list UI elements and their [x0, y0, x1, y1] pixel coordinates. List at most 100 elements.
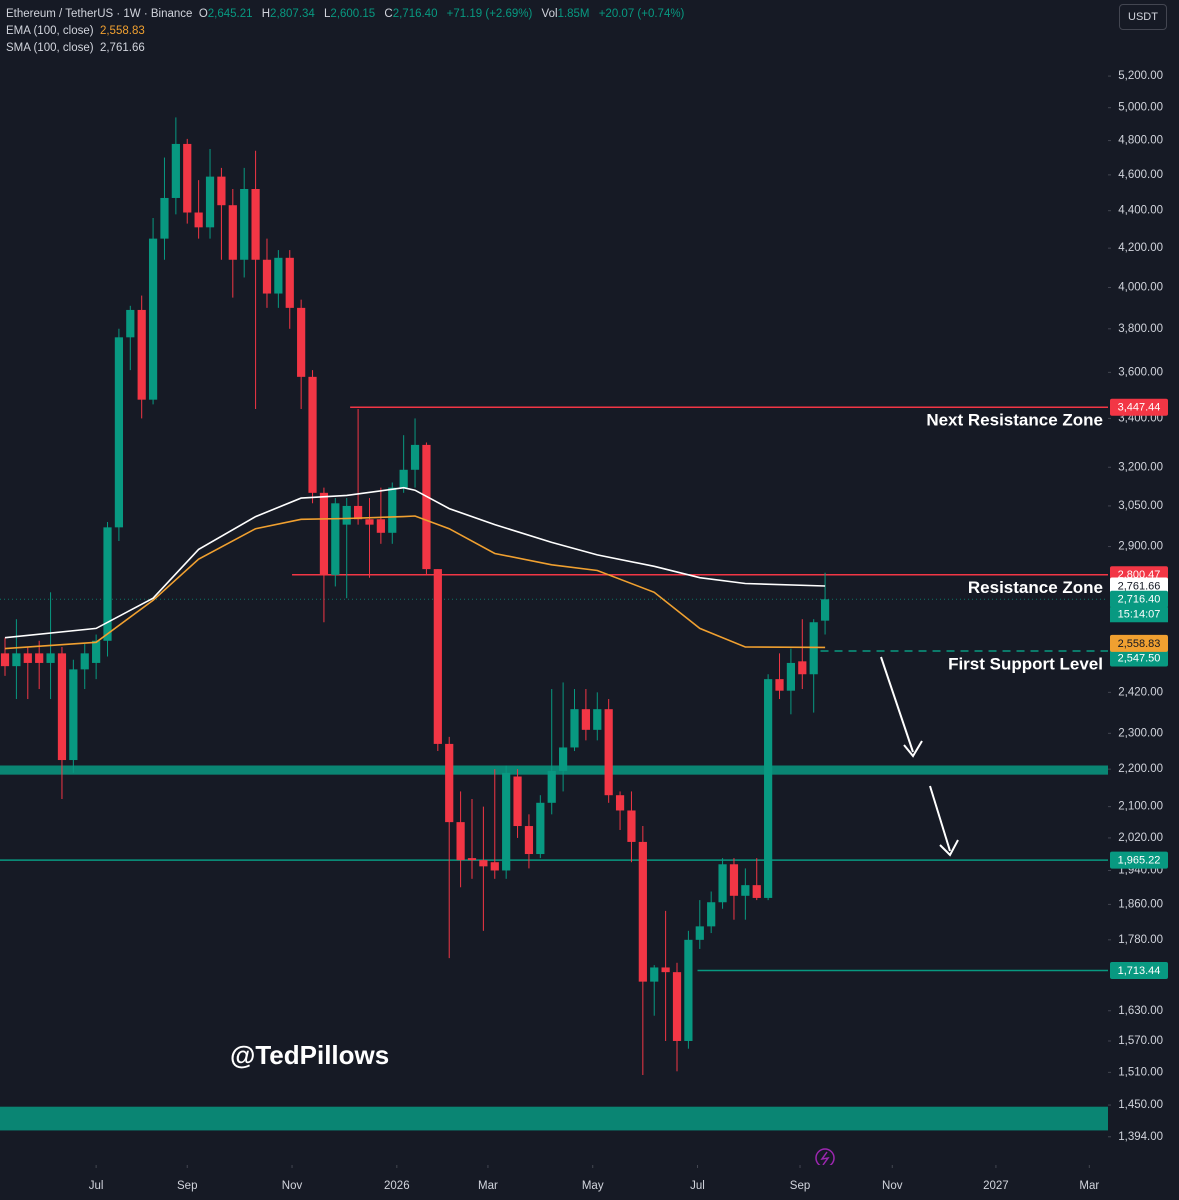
- candle-body: [171, 143, 180, 198]
- price-badge: [1110, 962, 1168, 980]
- x-tick-label: 2026: [384, 1180, 410, 1192]
- arrow: [929, 785, 951, 852]
- candle-body: [240, 189, 249, 260]
- candle-body: [217, 176, 226, 206]
- y-tick-label: 1,510.00: [1118, 1066, 1163, 1078]
- indicator-legend: SMA (100, close) 2,761.66: [6, 42, 145, 54]
- y-tick-label: 2,900.00: [1118, 541, 1163, 553]
- candle-body: [274, 257, 283, 294]
- candle-body: [741, 885, 750, 896]
- price-badge-label: 2,761.66: [1118, 580, 1161, 592]
- candle-body: [456, 822, 465, 861]
- y-tick-label: 2,020.00: [1118, 832, 1163, 844]
- candle-body: [752, 885, 761, 898]
- candle-body: [183, 143, 192, 213]
- candle-body: [547, 770, 556, 803]
- price-badge: [1110, 590, 1168, 608]
- candle-body: [684, 939, 693, 1041]
- currency-button[interactable]: USDT: [1119, 4, 1167, 30]
- candle-body: [228, 205, 237, 260]
- y-tick-label: 2,420.00: [1118, 686, 1163, 698]
- candle-body: [114, 337, 124, 528]
- candle-body: [559, 747, 568, 771]
- x-tick-label: Jul: [690, 1180, 705, 1192]
- y-tick-label: 3,600.00: [1118, 366, 1163, 378]
- legend-value: 2,807.34: [270, 8, 315, 20]
- y-tick-label: 4,200.00: [1118, 242, 1163, 254]
- candle-body: [581, 709, 590, 730]
- legend-key: L: [324, 8, 331, 20]
- annotations: @TedPillows Next Resistance Zone Resistan…: [230, 411, 1103, 1168]
- candle-body: [12, 653, 21, 667]
- candle-body: [365, 519, 374, 525]
- candle-body: [809, 622, 818, 675]
- symbol-legend: Ethereum / TetherUS · 1W · Binance O2,64…: [6, 8, 690, 20]
- price-badge: [1110, 577, 1168, 595]
- candle-body: [0, 653, 10, 667]
- candle-body: [297, 307, 306, 377]
- candle-body: [707, 902, 716, 927]
- candle-body: [331, 503, 340, 575]
- candle-body: [524, 826, 534, 855]
- candle-body: [422, 444, 431, 570]
- legend-key: Vol: [541, 8, 558, 20]
- symbol: Ethereum / TetherUS · 1W · Binance: [6, 8, 193, 20]
- x-tick-label: Nov: [882, 1180, 903, 1192]
- price-badge-label: 2,716.40: [1118, 594, 1161, 606]
- y-tick-label: 4,600.00: [1118, 169, 1163, 181]
- candle-body: [103, 527, 112, 641]
- x-tick-label: Mar: [1079, 1180, 1099, 1192]
- moving-average: [4, 515, 826, 650]
- indicator-name: EMA (100, close): [6, 25, 94, 37]
- legend-key: C: [384, 8, 393, 20]
- candle-body: [650, 967, 659, 982]
- candle-body: [593, 709, 602, 730]
- candle-body: [410, 444, 420, 470]
- candle-body: [445, 743, 454, 823]
- candle-body: [433, 569, 442, 744]
- y-tick-label: 3,800.00: [1118, 323, 1163, 335]
- candle-body: [672, 972, 682, 1041]
- candle-body: [319, 492, 329, 575]
- legend-change: +71.19 (+2.69%): [446, 8, 533, 20]
- y-tick-label: 4,400.00: [1118, 205, 1163, 217]
- arrow: [880, 656, 914, 753]
- x-tick-label: May: [582, 1180, 604, 1192]
- candle-body: [467, 858, 477, 861]
- y-tick-label: 1,570.00: [1118, 1035, 1163, 1047]
- level-annotation: Next Resistance Zone: [926, 411, 1103, 430]
- legend-change: +20.07 (+0.74%): [598, 8, 685, 20]
- y-tick-label: 3,200.00: [1118, 461, 1163, 473]
- price-badge-label: 2,547.50: [1118, 652, 1161, 664]
- event-icon-bolt: [820, 1151, 830, 1166]
- candle-body: [353, 505, 363, 520]
- plot-area: [0, 117, 1108, 1131]
- legend-value: 2,600.15: [330, 8, 376, 20]
- candle-body: [718, 864, 727, 903]
- y-tick-label: 1,780.00: [1118, 934, 1163, 946]
- candle-body: [729, 864, 739, 896]
- candle-body: [35, 653, 44, 663]
- legend-key: O: [198, 8, 208, 20]
- candle-body: [490, 862, 499, 871]
- countdown-label: 15:14:07: [1118, 609, 1161, 621]
- y-tick-label: 2,200.00: [1118, 763, 1163, 775]
- y-tick-label: 2,300.00: [1118, 727, 1163, 739]
- indicator-value: 2,761.66: [99, 42, 145, 54]
- indicator-legend: EMA (100, close) 2,558.83: [6, 25, 145, 37]
- zone: [0, 1106, 1108, 1131]
- candle-body: [194, 212, 203, 228]
- candle-body: [764, 679, 773, 898]
- candle-body: [798, 661, 807, 675]
- candle-body: [80, 653, 89, 670]
- candle-body: [205, 176, 215, 228]
- candle-body: [308, 376, 317, 493]
- candle-body: [695, 926, 704, 940]
- y-tick-label: 5,200.00: [1118, 70, 1163, 82]
- candle-body: [137, 309, 146, 400]
- candle-body: [342, 505, 351, 525]
- countdown-badge: [1110, 607, 1168, 623]
- candle-body: [604, 709, 613, 796]
- y-tick-label: 1,450.00: [1118, 1099, 1163, 1111]
